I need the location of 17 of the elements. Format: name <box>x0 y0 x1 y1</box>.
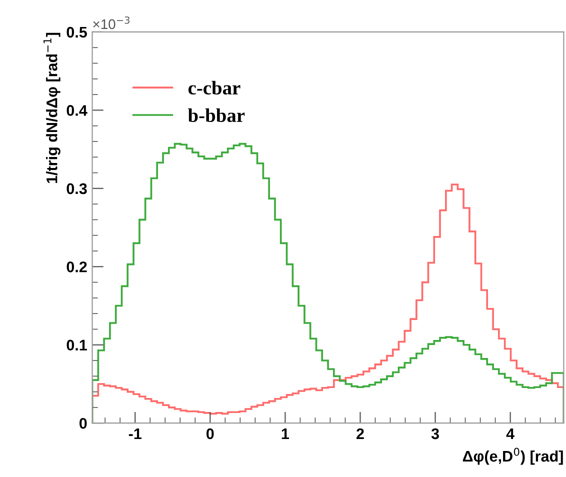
y-tick-label: 0.2 <box>66 262 87 272</box>
x-tick-label: 3 <box>431 428 439 440</box>
legend-label: c-cbar <box>188 80 240 95</box>
y-tick-label: 0.5 <box>66 26 87 38</box>
legend-label: b-bbar <box>188 108 245 122</box>
x-tick-label: 2 <box>356 428 364 440</box>
y-tick-label: 0.3 <box>66 183 87 194</box>
text: ×10$^{−3}$ <box>93 16 130 30</box>
y-tick-label: 0 <box>80 418 87 429</box>
x-tick-label: -1 <box>128 428 142 440</box>
y-tick-label: 0.1 <box>66 340 87 351</box>
y-tick-label: 0.4 <box>66 105 88 116</box>
x-axis-title: Δφ(e,D$^{0}$) [rad] <box>462 448 563 465</box>
x-tick-label: 1 <box>282 428 290 440</box>
x-tick-label: 4 <box>506 428 514 440</box>
x-tick-label: 0 <box>206 428 214 440</box>
y-axis-title: 1/trig dN/dΔφ [rad$^{−1}$] <box>43 32 60 184</box>
